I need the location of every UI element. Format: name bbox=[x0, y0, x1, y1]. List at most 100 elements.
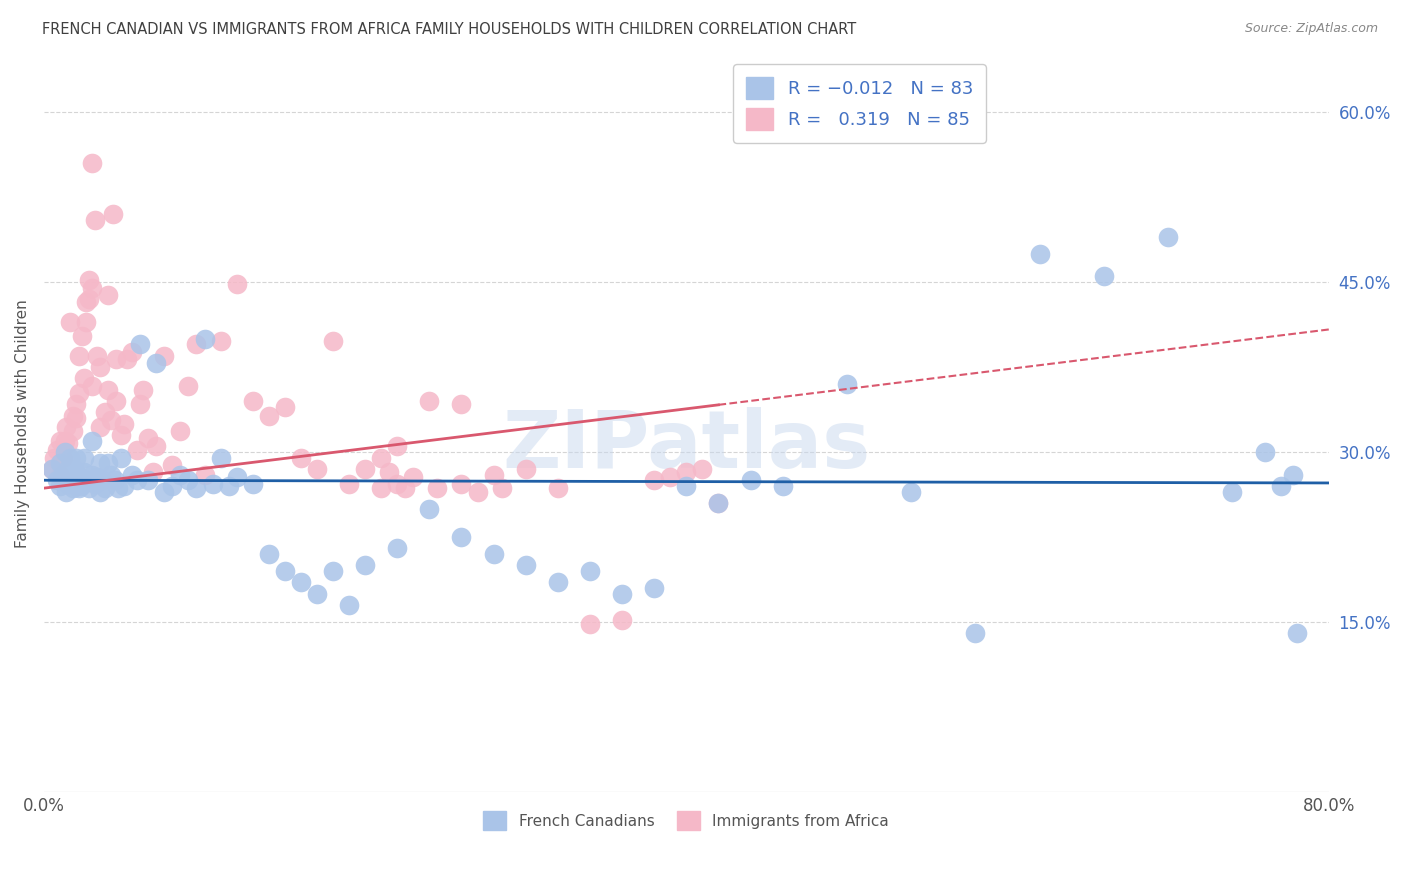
Point bbox=[136, 473, 159, 487]
Point bbox=[209, 450, 232, 465]
Point bbox=[201, 476, 224, 491]
Point bbox=[103, 473, 125, 487]
Point bbox=[209, 334, 232, 348]
Point bbox=[322, 564, 344, 578]
Point bbox=[69, 479, 91, 493]
Point bbox=[56, 462, 79, 476]
Point bbox=[491, 481, 513, 495]
Point bbox=[105, 351, 128, 366]
Point bbox=[80, 467, 103, 482]
Point bbox=[94, 481, 117, 495]
Text: Source: ZipAtlas.com: Source: ZipAtlas.com bbox=[1244, 22, 1378, 36]
Point bbox=[426, 481, 449, 495]
Point bbox=[67, 386, 90, 401]
Point bbox=[49, 479, 72, 493]
Point bbox=[80, 156, 103, 170]
Point bbox=[242, 476, 264, 491]
Point bbox=[290, 575, 312, 590]
Point bbox=[450, 397, 472, 411]
Point bbox=[394, 481, 416, 495]
Point bbox=[257, 547, 280, 561]
Point bbox=[643, 581, 665, 595]
Point bbox=[101, 207, 124, 221]
Point bbox=[53, 434, 76, 448]
Point bbox=[89, 420, 111, 434]
Point bbox=[145, 356, 167, 370]
Point bbox=[67, 481, 90, 495]
Text: FRENCH CANADIAN VS IMMIGRANTS FROM AFRICA FAMILY HOUSEHOLDS WITH CHILDREN CORREL: FRENCH CANADIAN VS IMMIGRANTS FROM AFRIC… bbox=[42, 22, 856, 37]
Point bbox=[53, 445, 76, 459]
Point bbox=[153, 484, 176, 499]
Point bbox=[52, 467, 75, 482]
Point bbox=[75, 295, 97, 310]
Point bbox=[225, 277, 247, 292]
Point bbox=[467, 484, 489, 499]
Point bbox=[153, 349, 176, 363]
Point bbox=[107, 481, 129, 495]
Point bbox=[89, 359, 111, 374]
Point bbox=[45, 442, 67, 457]
Point bbox=[136, 431, 159, 445]
Point bbox=[145, 439, 167, 453]
Point bbox=[305, 586, 328, 600]
Point bbox=[1285, 626, 1308, 640]
Point bbox=[56, 476, 79, 491]
Point bbox=[162, 479, 184, 493]
Point bbox=[707, 496, 730, 510]
Point bbox=[41, 462, 63, 476]
Point bbox=[482, 467, 505, 482]
Point bbox=[337, 598, 360, 612]
Point bbox=[66, 467, 89, 482]
Point bbox=[515, 462, 537, 476]
Point bbox=[110, 428, 132, 442]
Text: ZIPatlas: ZIPatlas bbox=[502, 407, 870, 484]
Point bbox=[73, 465, 96, 479]
Point bbox=[675, 479, 697, 493]
Point bbox=[110, 450, 132, 465]
Point bbox=[242, 393, 264, 408]
Point bbox=[186, 337, 208, 351]
Point bbox=[72, 329, 94, 343]
Point bbox=[305, 462, 328, 476]
Point bbox=[322, 334, 344, 348]
Point bbox=[86, 349, 108, 363]
Point bbox=[418, 393, 440, 408]
Point bbox=[121, 345, 143, 359]
Point bbox=[547, 575, 569, 590]
Point bbox=[218, 479, 240, 493]
Point bbox=[55, 484, 77, 499]
Point bbox=[112, 479, 135, 493]
Point bbox=[274, 564, 297, 578]
Point bbox=[274, 400, 297, 414]
Point bbox=[97, 383, 120, 397]
Point bbox=[547, 481, 569, 495]
Point bbox=[100, 467, 122, 482]
Point bbox=[65, 410, 87, 425]
Point bbox=[76, 473, 98, 487]
Point bbox=[75, 314, 97, 328]
Point bbox=[90, 473, 112, 487]
Point bbox=[45, 473, 67, 487]
Point bbox=[94, 405, 117, 419]
Point bbox=[675, 465, 697, 479]
Point bbox=[100, 413, 122, 427]
Point bbox=[56, 435, 79, 450]
Point bbox=[77, 481, 100, 495]
Point bbox=[117, 351, 139, 366]
Point bbox=[1222, 484, 1244, 499]
Point bbox=[370, 450, 392, 465]
Point bbox=[49, 434, 72, 448]
Point bbox=[132, 383, 155, 397]
Point bbox=[77, 272, 100, 286]
Point bbox=[610, 586, 633, 600]
Point bbox=[659, 470, 682, 484]
Point bbox=[402, 470, 425, 484]
Legend: French Canadians, Immigrants from Africa: French Canadians, Immigrants from Africa bbox=[478, 805, 896, 836]
Point bbox=[112, 417, 135, 431]
Point bbox=[835, 376, 858, 391]
Point bbox=[97, 456, 120, 470]
Point bbox=[49, 467, 72, 482]
Point bbox=[125, 473, 148, 487]
Point bbox=[80, 434, 103, 448]
Point bbox=[58, 450, 80, 465]
